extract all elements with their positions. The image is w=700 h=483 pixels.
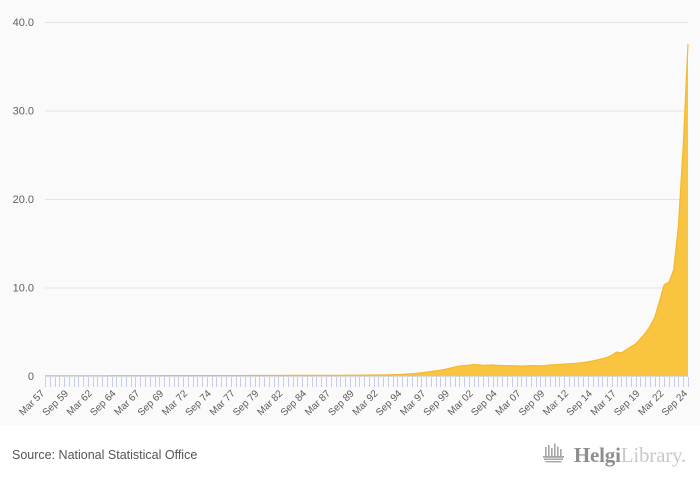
y-axis-tick-label: 20.0 (13, 194, 34, 206)
gridlines (45, 22, 688, 289)
x-axis-tick-label: Sep 99 (422, 388, 452, 418)
y-axis-tick-label: 0 (28, 371, 34, 383)
x-axis-tick-label: Sep 14 (565, 388, 595, 418)
footer-background (0, 425, 700, 483)
area-series (45, 44, 689, 377)
x-axis-tick-label: Sep 94 (374, 388, 404, 418)
x-axis-tick-label: Sep 79 (231, 388, 261, 418)
brand-period: . (680, 443, 686, 467)
y-axis-tick-label: 10.0 (13, 283, 34, 295)
brand-name-strong: Helgi (573, 443, 621, 467)
x-axis-tick-label: Sep 89 (327, 388, 357, 418)
x-axis-tick-label: Sep 84 (279, 388, 309, 418)
y-axis-tick-label: 30.0 (13, 106, 34, 118)
x-axis-tick-label: Sep 69 (136, 388, 166, 418)
x-axis-tick-label: Sep 74 (184, 388, 214, 418)
library-building-icon (541, 442, 567, 469)
source-note: Source: National Statistical Office (12, 448, 198, 462)
area-outline (45, 44, 689, 377)
x-axis-tick-label: Sep 09 (517, 388, 547, 418)
x-axis-tick-marks (45, 377, 689, 387)
brand-wordmark: HelgiLibrary. (574, 443, 686, 468)
plot-background (0, 0, 700, 425)
x-axis-tick-label: Sep 24 (660, 388, 690, 418)
x-axis-tick-label: Sep 04 (469, 388, 499, 418)
x-axis-tick-label: Sep 64 (88, 388, 118, 418)
y-axis-tick-label: 40.0 (13, 17, 34, 29)
helgi-library-logo[interactable]: HelgiLibrary. (541, 442, 686, 469)
brand-name-light: Library (620, 443, 681, 467)
x-axis-tick-label: Sep 19 (612, 388, 642, 418)
area-fill (45, 44, 688, 376)
y-axis-labels: 40.0 30.0 20.0 10.0 0 (13, 17, 34, 383)
x-axis-tick-label: Sep 59 (41, 388, 71, 418)
